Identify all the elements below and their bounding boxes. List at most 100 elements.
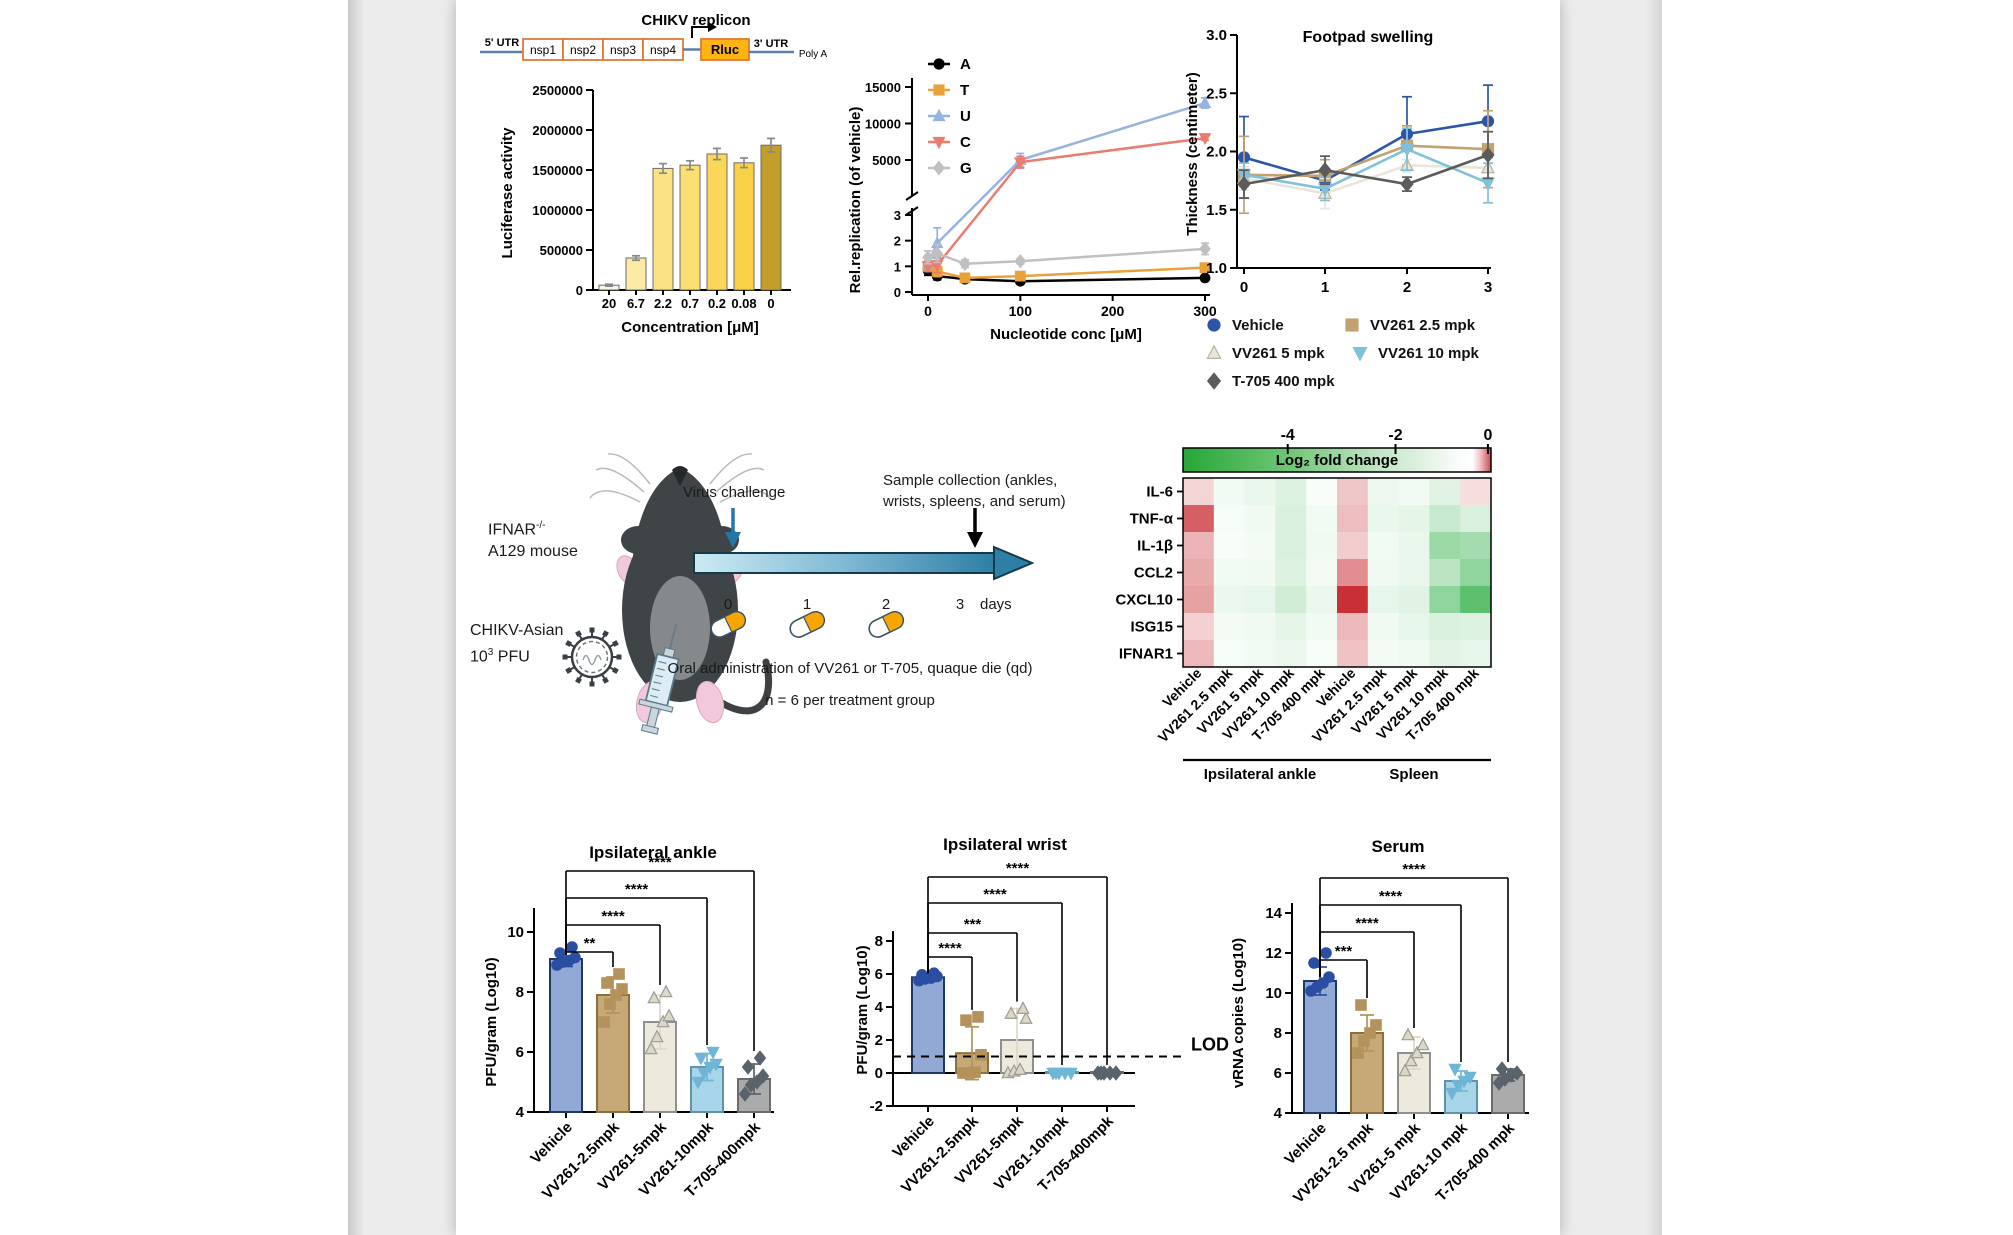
group-label: Spleen [1389, 766, 1438, 783]
legend-label: C [960, 134, 971, 151]
diamond-marker [756, 1068, 770, 1084]
x-axis-label: Nucleotide conc [μM] [990, 326, 1142, 343]
triangle-up-marker [1404, 1053, 1418, 1067]
panel-replicon: CHIKV replicon 5' UTR nsp1 nsp2 nsp3 nsp4 Rluc… [456, 5, 841, 350]
virus-icon [562, 627, 622, 687]
heatmap-cell [1429, 505, 1461, 532]
significance-stars: **** [983, 886, 1007, 903]
gene-label: nsp4 [650, 43, 676, 57]
bar [706, 153, 728, 291]
chart-title: Footpad swelling [1303, 29, 1434, 46]
triangle-down-marker [706, 1046, 720, 1060]
x-tick-label: 0 [1240, 279, 1248, 296]
heatmap-cell [1367, 532, 1400, 559]
square-marker [975, 1049, 987, 1061]
x-tick-label: 6.7 [627, 296, 645, 311]
y-tick-label: 0 [894, 285, 901, 300]
virus-spike-knob [602, 676, 609, 684]
y-tick-label: 5000 [872, 153, 901, 168]
triangle-down-marker [1445, 1087, 1459, 1101]
heatmap-cell [1429, 559, 1461, 586]
cytokine-heatmap: -4 -2 0 Log₂ fold change IL-6 TNF-α IL-1β CCL2 C… [1115, 427, 1492, 783]
panel-title: CHIKV replicon [641, 12, 750, 29]
significance-stars: ** [584, 935, 596, 952]
circle-marker [569, 951, 581, 964]
triangle-up-marker [1410, 1045, 1424, 1059]
heatmap-cell [1244, 613, 1276, 640]
triangle-up-marker [1198, 96, 1212, 108]
series-line-C [927, 136, 1206, 268]
pill-half [723, 611, 746, 633]
triangle-down-marker [709, 1058, 723, 1072]
square-marker [613, 968, 625, 980]
x-tick-label: 100 [1009, 303, 1033, 319]
syringe-graduation [656, 667, 665, 671]
triangle-down-marker [1399, 143, 1415, 158]
diamond-marker [741, 1059, 755, 1075]
mouse-nose [672, 466, 688, 486]
y-tick-label: 8 [1274, 1025, 1282, 1042]
heatmap-cell [1275, 532, 1307, 559]
days-unit-label: days [980, 596, 1012, 613]
diamond-marker [1510, 1065, 1524, 1081]
heatmap-cell [1460, 505, 1492, 532]
heatmap-cell [1306, 505, 1338, 532]
heatmap-cell [1213, 532, 1246, 559]
chart-title: Ipsilateral ankle [589, 843, 717, 862]
triangle-down-marker [1049, 1067, 1063, 1081]
mouse-whisker [715, 467, 765, 493]
square-marker [1014, 270, 1026, 282]
virus-spike-knob [611, 667, 619, 674]
day-label-1: 1 [802, 596, 812, 613]
triangle-down-marker [1352, 346, 1368, 362]
y-tick-label: 2.5 [1206, 85, 1227, 102]
triangle-up-marker [1206, 344, 1222, 359]
y-tick-label: 0 [875, 1065, 883, 1082]
heatmap-cell [1183, 478, 1215, 505]
square-marker [1364, 1027, 1376, 1039]
legend-label: VV261 5 mpk [1232, 344, 1325, 362]
syringe-graduation [658, 660, 667, 664]
significance-stars: **** [1355, 915, 1379, 932]
heatmap-cell [1183, 613, 1215, 640]
heatmap-cell [1306, 559, 1338, 586]
heatmap-cell [1398, 532, 1430, 559]
legend-label: A [960, 56, 971, 73]
syringe-graduation [651, 688, 660, 692]
pill-half [802, 611, 825, 633]
syringe-graduation [655, 674, 664, 678]
heatmap-cell [1213, 586, 1246, 613]
promoter-arrow [691, 26, 708, 38]
heatmap-cell [1213, 613, 1246, 640]
heatmap-cell [1275, 505, 1307, 532]
diamond-marker [738, 1086, 752, 1102]
triangle-down-marker [1463, 1071, 1477, 1085]
y-tick-label: 2000000 [532, 123, 583, 138]
heatmap-cell [1306, 532, 1338, 559]
triangle-up-marker [1019, 1011, 1033, 1024]
ankle-titer-chart: 46810VehicleVV261-2.5mpkVV261-5mpkVV261-… [483, 843, 774, 1203]
mouse-strain-base: IFNAR [488, 521, 536, 539]
legend-label: G [960, 160, 972, 177]
y-axis-label: Luciferase activity [499, 127, 516, 259]
bar [679, 164, 701, 291]
heatmap-cell [1367, 613, 1400, 640]
circle-marker [1308, 957, 1320, 969]
mouse-hind-foot [695, 680, 725, 724]
heatmap-cell [1306, 478, 1338, 505]
utr3-label: 3' UTR [754, 38, 788, 50]
heatmap-cell [1306, 586, 1338, 613]
triangle-up-marker [1401, 1027, 1415, 1041]
utr5-label: 5' UTR [485, 37, 519, 49]
diamond-marker [922, 250, 934, 265]
diamond-marker [1400, 176, 1414, 193]
heatmap-cell [1398, 559, 1430, 586]
diamond-marker [1109, 1065, 1123, 1081]
x-tick-label: 0 [767, 296, 774, 311]
syringe-plunger-cap [640, 723, 660, 735]
circle-marker [1207, 318, 1221, 332]
square-marker [1352, 1047, 1364, 1059]
triangle-down-marker [1451, 1079, 1465, 1093]
mouse-strain-label: IFNAR-/- A129 mouse [488, 515, 578, 563]
square-marker [1370, 1019, 1382, 1031]
